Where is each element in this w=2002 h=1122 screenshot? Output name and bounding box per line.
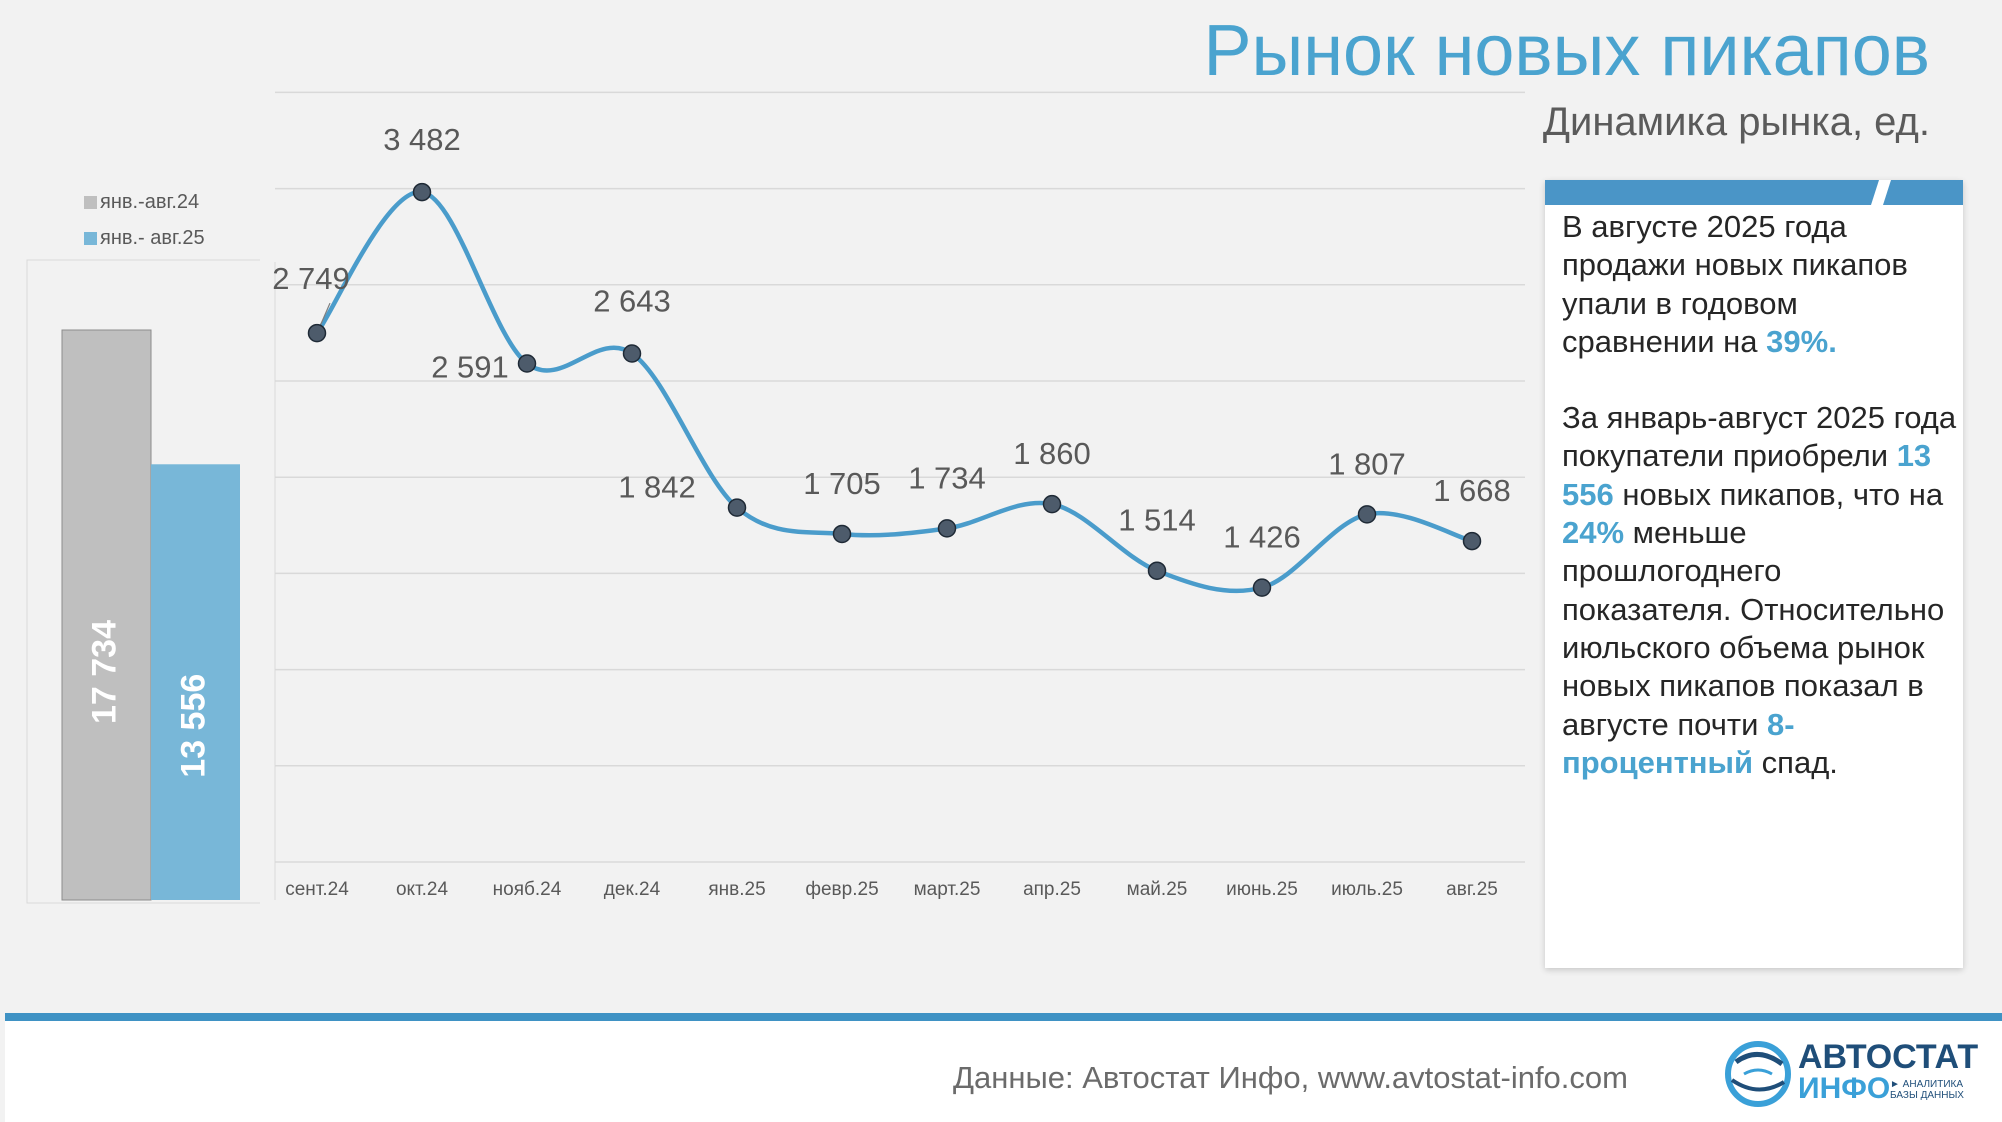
data-label-10: 1 807 [1328,446,1406,481]
legend-label-prev: янв.-авг.24 [100,190,200,213]
data-point-9 [1252,578,1272,597]
legend-swatch-prev [84,195,97,209]
data-label-9: 1 426 [1223,520,1301,555]
source-note: Данные: Автостат Инфо, www.avtostat-info… [953,1060,1628,1095]
logo-text-bottom: ИНФО [1798,1072,1891,1105]
page-title: Рынок новых пикапов [1203,11,1930,91]
legend-item-prev: янв.-авг.24 [84,184,205,220]
legend-swatch-curr [84,231,97,245]
x-tick-label-7: апр.25 [1023,879,1081,900]
x-tick-label-11: авг.25 [1446,879,1498,900]
data-point-0 [307,323,327,343]
info-text: В августе 2025 года продажи новых пикапо… [1562,208,1957,782]
x-tick-label-10: июль.25 [1331,879,1403,900]
data-label-5: 1 705 [803,466,881,501]
bar-value-label-1: 13 556 [174,674,212,778]
data-label-11: 1 668 [1433,473,1511,508]
data-point-7 [1042,494,1062,514]
x-tick-label-3: дек.24 [604,879,661,900]
autostat-logo: АВТОСТАТ ИНФО ► АНАЛИТИКА БАЗЫ ДАННЫХ [1722,1038,1978,1108]
data-point-3 [622,344,642,363]
x-tick-label-5: февр.25 [805,879,878,900]
data-point-4 [727,498,747,517]
info-p2-h1: 13 556 [1562,438,1932,512]
info-paragraph-1: В августе 2025 года продажи новых пикапо… [1562,208,1957,361]
info-p1-text: В августе 2025 года продажи новых пикапо… [1562,209,1908,359]
info-p2-h3: 8-процентный [1562,706,1795,780]
bar-value-label-0: 17 734 [85,620,123,724]
ytd-bar-chart: 17 734 13 556 [26,259,260,904]
bar-0 [61,329,152,901]
info-p2-d: спад. [1753,744,1838,780]
data-point-5 [832,524,852,544]
info-p2-b: новых пикапов, что на [1613,476,1944,512]
bar-1 [151,464,240,900]
monthly-line-chart: 2 749 сент.24 3 482 окт.24 2 591 нояб.24 2 643… [272,91,1525,900]
info-paragraph-2: За январь-август 2025 года покупатели пр… [1562,399,1957,782]
info-panel-header [1545,180,1963,205]
legend: янв.-авг.24 янв.- авг.25 [84,184,205,256]
data-label-3: 2 643 [593,283,671,318]
footer [5,1021,2002,1122]
logo-tagline: ► АНАЛИТИКА БАЗЫ ДАННЫХ [1890,1079,1964,1101]
data-label-1: 3 482 [383,122,461,157]
data-point-2 [517,354,537,373]
x-tick-label-0: сент.24 [285,879,349,900]
data-point-6 [937,519,957,538]
info-p1-highlight: 39%. [1766,323,1837,359]
logo-text-top: АВТОСТАТ [1798,1038,1979,1076]
info-header-notch [1871,180,1891,205]
info-p2-c: меньше прошлогоднего показателя. Относит… [1562,515,1945,742]
data-point-8 [1147,561,1167,580]
data-point-10 [1357,505,1377,524]
data-label-4: 1 842 [618,470,696,505]
info-p2-h2: 24% [1562,515,1625,551]
data-point-1 [412,182,432,202]
x-tick-label-1: окт.24 [396,879,449,900]
footer-divider [5,1013,2002,1021]
info-p2-a: За январь-август 2025 года покупатели пр… [1562,400,1957,474]
page-subtitle: Динамика рынка, ед. [1542,100,1930,144]
x-tick-label-6: март.25 [914,879,981,900]
data-label-7: 1 860 [1013,436,1091,471]
legend-item-curr: янв.- авг.25 [84,220,205,256]
logo-globe-icon [1725,1041,1791,1107]
bar-chart-frame [26,259,260,904]
x-tick-label-9: июнь.25 [1226,879,1298,900]
data-point-11 [1462,531,1482,551]
x-tick-label-8: май.25 [1127,879,1188,900]
data-label-8: 1 514 [1118,503,1196,538]
legend-label-curr: янв.- авг.25 [100,226,205,249]
data-label-6: 1 734 [908,460,986,495]
x-tick-label-2: нояб.24 [493,879,562,900]
x-tick-label-4: янв.25 [708,879,765,900]
data-label-0: 2 749 [272,261,350,296]
info-panel: В августе 2025 года продажи новых пикапо… [1545,180,1963,968]
data-label-2: 2 591 [431,349,509,384]
